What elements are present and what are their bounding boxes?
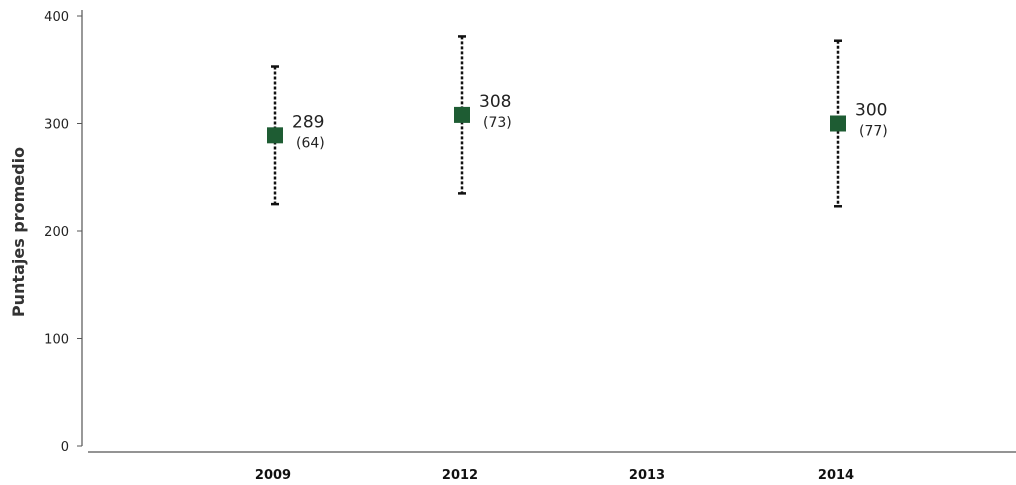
data-value-label: 308 xyxy=(479,92,511,112)
data-value-label: 289 xyxy=(292,112,324,132)
data-se-label: (64) xyxy=(296,135,325,151)
data-point-marker xyxy=(454,106,470,123)
x-ticks: 2009 2012 2013 2014 xyxy=(255,468,854,483)
data-se-label: (73) xyxy=(483,115,512,131)
y-tick-label: 400 xyxy=(44,10,69,25)
y-ticks: 0 100 200 300 400 xyxy=(44,10,82,455)
y-tick-label: 0 xyxy=(61,440,69,455)
data-marks: 289 (64) 308 (73) 300 (77) xyxy=(267,35,888,208)
x-tick-label: 2013 xyxy=(629,468,665,483)
data-point-marker xyxy=(830,115,846,132)
data-value-label: 300 xyxy=(855,101,887,121)
data-point-marker xyxy=(267,127,283,144)
y-tick-label: 200 xyxy=(44,225,69,240)
y-axis-label: Puntajes promedio xyxy=(9,147,28,317)
data-se-label: (77) xyxy=(859,124,888,140)
x-tick-label: 2014 xyxy=(818,468,854,483)
y-tick-label: 100 xyxy=(44,333,69,348)
y-tick-label: 300 xyxy=(44,118,69,133)
x-tick-label: 2009 xyxy=(255,468,291,483)
x-tick-label: 2012 xyxy=(442,468,478,483)
